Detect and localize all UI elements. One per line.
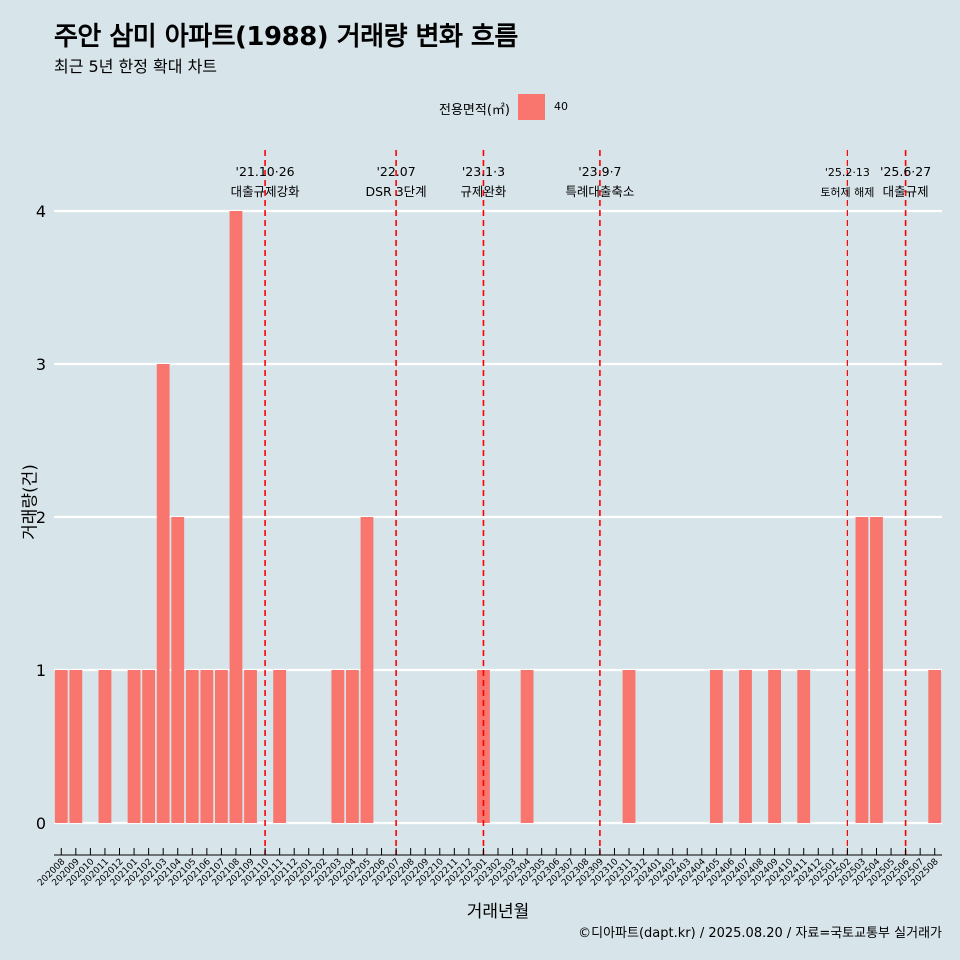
y-axis-label: 거래량(건) — [20, 464, 41, 540]
event-lines — [264, 150, 907, 855]
bar — [797, 670, 811, 823]
bar — [185, 670, 199, 823]
legend-key-swatch — [518, 94, 545, 120]
bar — [156, 364, 170, 823]
x-axis: 2020082020092020102020112020122021012021… — [36, 848, 942, 888]
event-annotation-date: '25.6·27 — [880, 164, 931, 179]
bar — [54, 670, 68, 823]
bar — [870, 517, 883, 823]
y-tick-label: 2 — [36, 508, 46, 527]
legend-label: 40 — [554, 100, 568, 113]
y-tick-labels: 0 1 2 3 4 — [36, 202, 46, 833]
event-annotation-label: 특례대출축소 — [565, 184, 634, 199]
bar — [928, 670, 942, 823]
source-caption: ©디아파트(dapt.kr) / 2025.08.20 / 자료=국토교통부 실… — [578, 926, 942, 941]
event-annotations: '21.10·26 대출규제강화 '22.07 DSR 3단계 '23.1·3 규제완화 '… — [231, 164, 932, 199]
bar — [229, 211, 243, 823]
event-annotation-date: '22.07 — [376, 164, 415, 179]
bar — [477, 670, 490, 823]
bar — [200, 670, 214, 823]
event-annotation-date: '21.10·26 — [236, 164, 295, 179]
y-tick-label: 1 — [36, 661, 46, 680]
event-annotation-label: DSR 3단계 — [366, 184, 427, 199]
bar — [98, 670, 112, 823]
bar — [127, 670, 141, 823]
bars — [54, 211, 942, 823]
bar — [622, 670, 636, 823]
bar — [520, 670, 534, 823]
event-annotation-date: '23.9·7 — [578, 164, 621, 179]
event-annotation-date: '25.2·13 — [825, 166, 870, 179]
bar — [346, 670, 359, 823]
legend: 전용면적(㎡) 40 — [0, 92, 960, 122]
bar — [244, 670, 257, 823]
y-tick-label: 3 — [36, 355, 46, 374]
bar — [739, 670, 752, 823]
event-annotation-label: 토허제 해제 — [820, 185, 874, 199]
event-annotation-label: 규제완화 — [460, 184, 507, 199]
bar — [69, 670, 83, 823]
event-annotation-label: 대출규제강화 — [231, 184, 301, 199]
bar — [331, 670, 345, 823]
bar — [215, 670, 228, 823]
bar — [709, 670, 723, 823]
chart-subtitle: 최근 5년 한정 확대 차트 — [54, 57, 218, 76]
bar — [768, 670, 781, 823]
event-annotation-date: '23.1·3 — [462, 164, 505, 179]
chart-title: 주안 삼미 아파트(1988) 거래량 변화 흐름 — [54, 22, 518, 52]
event-annotation-label: 대출규제 — [883, 184, 929, 199]
bar — [855, 517, 869, 823]
x-axis-label: 거래년월 — [466, 902, 530, 922]
y-tick-label: 4 — [36, 202, 46, 221]
bar — [171, 517, 185, 823]
legend-title: 전용면적(㎡) — [439, 103, 510, 118]
y-tick-label: 0 — [36, 814, 46, 833]
bar — [273, 670, 287, 823]
bar — [360, 517, 374, 823]
bar — [142, 670, 156, 823]
